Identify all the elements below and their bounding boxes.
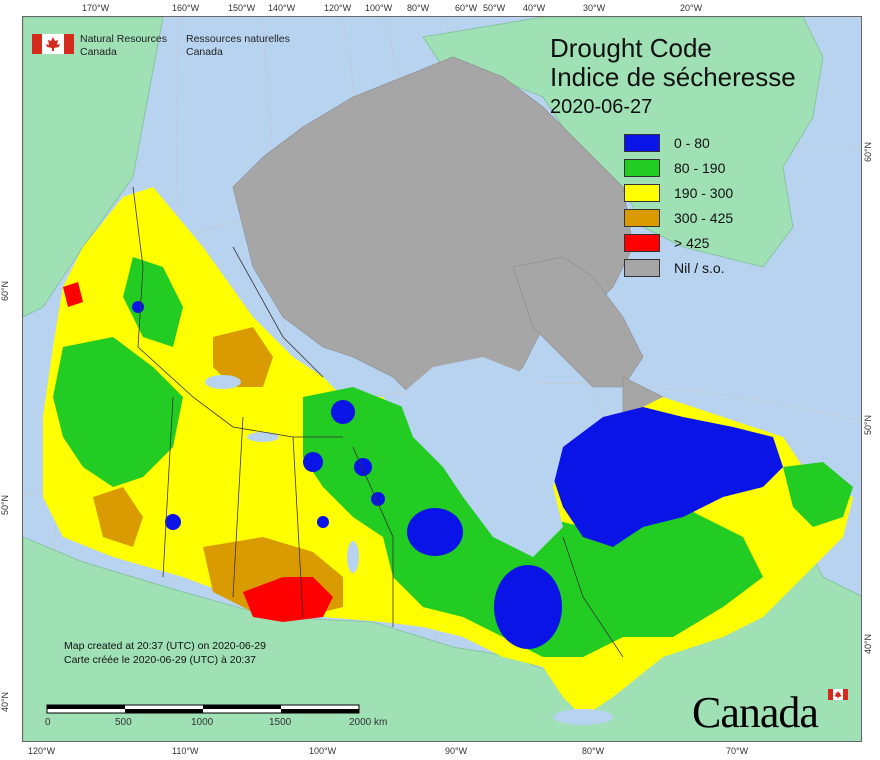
green-band-west <box>53 337 183 487</box>
lakes <box>205 375 613 725</box>
scale-label: 1000 <box>191 717 214 728</box>
legend-label: 0 - 80 <box>674 135 710 151</box>
green-band-maritimes <box>783 462 853 527</box>
scale-bar-graphic <box>46 704 360 714</box>
agency-en-line2: Canada <box>80 46 117 58</box>
legend-swatch <box>624 184 660 202</box>
map-title: Drought Code Indice de sécheresse 2020-0… <box>550 34 796 120</box>
legend-item: 0 - 80 <box>624 134 784 154</box>
blue-region-manitoba <box>407 508 463 556</box>
blue-spot <box>165 514 181 530</box>
scale-label: 2000 km <box>349 717 388 728</box>
blue-spot <box>331 400 355 424</box>
graticule-top-label: 170°W <box>82 3 110 13</box>
graticule-right-label: 60°N <box>863 141 874 163</box>
graticule-top-label: 140°W <box>268 3 296 13</box>
graticule-bottom-label: 70°W <box>726 746 749 756</box>
green-band-north <box>123 257 183 347</box>
graticule-left-label: 50°N <box>0 494 11 516</box>
legend-swatch <box>624 209 660 227</box>
graticule-bottom-label: 90°W <box>445 746 468 756</box>
graticule-top-label: 150°W <box>228 3 256 13</box>
legend-item: 80 - 190 <box>624 159 784 179</box>
map-canvas <box>23 17 861 741</box>
graticule-bottom-label: 120°W <box>28 746 56 756</box>
orange-region-nwt <box>213 327 273 387</box>
blue-region-quebec <box>553 407 783 547</box>
graticule-right-label: 40°N <box>863 633 874 655</box>
drought-code-map <box>22 16 862 742</box>
blue-spot <box>317 516 329 528</box>
scale-label: 500 <box>115 717 132 728</box>
graticule-bottom-label: 80°W <box>582 746 605 756</box>
map-credit: Map created at 20:37 (UTC) on 2020-06-29… <box>64 639 266 667</box>
blue-region-ontario <box>494 565 562 649</box>
legend-label: Nil / s.o. <box>674 260 725 276</box>
graticule-left-label: 60°N <box>0 280 11 302</box>
graticule-bottom-label: 110°W <box>172 746 199 756</box>
graticule-top-label: 20°W <box>680 3 703 13</box>
hudson-bay <box>398 357 563 557</box>
scale-label: 0 <box>45 717 51 728</box>
greenland-landmass <box>422 17 824 268</box>
agency-fr-line1: Ressources naturelles <box>186 33 290 45</box>
legend-label: 80 - 190 <box>674 160 726 176</box>
red-region-yukon <box>63 282 83 307</box>
blue-spot <box>303 452 323 472</box>
canada-wordmark: Canada <box>692 687 819 738</box>
graticule-top-label: 60°W <box>455 3 478 13</box>
wordmark-text: Canada <box>692 688 819 737</box>
graticule-top-label: 120°W <box>324 3 352 13</box>
graticule-top-label: 50°W <box>483 3 506 13</box>
graticule-top-label: 100°W <box>365 3 393 13</box>
credit-english: Map created at 20:37 (UTC) on 2020-06-29 <box>64 640 266 652</box>
legend-swatch <box>624 134 660 152</box>
graticule-top-label: 160°W <box>172 3 200 13</box>
title-english: Drought Code <box>550 33 712 63</box>
orange-region-bc <box>93 487 143 547</box>
blue-spot <box>354 458 372 476</box>
graticule-right-label: 50°N <box>863 414 874 436</box>
title-french: Indice de sécheresse <box>550 62 796 92</box>
agency-en-line1: Natural Resources <box>80 33 167 45</box>
graticule-top-label: 80°W <box>407 3 430 13</box>
legend-label: 300 - 425 <box>674 210 734 226</box>
blue-spot <box>132 301 144 313</box>
red-region-saskatchewan <box>243 577 333 622</box>
graticule-top-label: 40°W <box>523 3 546 13</box>
baffin-island-nil <box>512 256 644 388</box>
legend-swatch <box>624 234 660 252</box>
legend-swatch <box>624 159 660 177</box>
scale-label: 1500 <box>269 717 292 728</box>
graticule-top-label: 30°W <box>583 3 606 13</box>
legend-swatch <box>624 259 660 277</box>
legend-item: 190 - 300 <box>624 184 784 204</box>
scale-bar: 0 500 1000 1500 2000 km <box>45 704 388 728</box>
graticule-bottom-label: 100°W <box>309 746 337 756</box>
legend-item: 300 - 425 <box>624 209 784 229</box>
legend-label: 190 - 300 <box>674 185 734 201</box>
wordmark-flag-icon <box>828 689 848 700</box>
provincial-borders <box>132 186 624 658</box>
graticule-left-label: 40°N <box>0 691 11 713</box>
canada-flag-icon <box>32 34 74 54</box>
legend-item: Nil / s.o. <box>624 259 784 279</box>
agency-fr-line2: Canada <box>186 46 223 58</box>
legend-item: > 425 <box>624 234 784 254</box>
title-date: 2020-06-27 <box>550 96 653 118</box>
credit-french: Carte créée le 2020-06-29 (UTC) à 20:37 <box>64 654 257 666</box>
legend-label: > 425 <box>674 235 710 251</box>
blue-spot <box>707 481 719 493</box>
